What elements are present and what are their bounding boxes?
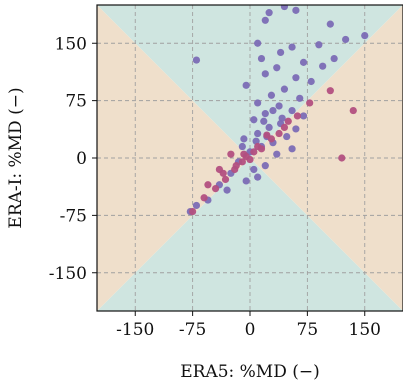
upper-wedge-region — [97, 5, 403, 158]
data-point — [288, 145, 296, 153]
data-point — [280, 123, 289, 131]
data-point — [227, 150, 235, 158]
data-point — [275, 102, 283, 110]
data-point — [299, 58, 308, 66]
data-point — [284, 117, 292, 125]
x-axis-label: ERA5: %MD (−) — [180, 362, 320, 382]
x-tick-label: 75 — [297, 320, 319, 340]
data-point — [338, 154, 346, 162]
data-point — [223, 186, 231, 194]
data-point — [238, 142, 246, 151]
data-point — [280, 5, 289, 11]
data-point — [192, 201, 201, 210]
data-point — [283, 132, 291, 141]
data-point — [242, 81, 250, 89]
data-point — [261, 70, 269, 78]
data-point — [269, 106, 277, 115]
data-point — [250, 148, 258, 156]
data-point — [278, 114, 286, 122]
data-point — [288, 43, 296, 51]
data-point — [292, 125, 300, 133]
data-point — [232, 162, 240, 170]
data-point — [292, 74, 300, 82]
data-point — [349, 106, 357, 115]
data-point — [257, 54, 266, 63]
data-point — [267, 91, 276, 99]
data-point — [254, 142, 262, 151]
data-point — [273, 64, 281, 72]
y-tick-label: -150 — [49, 264, 87, 284]
data-point — [240, 150, 248, 158]
data-point — [192, 56, 201, 64]
data-point — [326, 20, 334, 28]
data-point — [275, 129, 283, 138]
data-point — [246, 155, 254, 164]
background-regions — [97, 5, 403, 311]
data-point — [306, 99, 314, 107]
data-point — [307, 77, 315, 86]
data-point — [319, 62, 327, 70]
data-point — [361, 31, 369, 40]
data-point — [250, 165, 258, 174]
data-point — [263, 131, 271, 139]
data-point — [265, 123, 273, 131]
data-point — [261, 162, 269, 170]
data-point — [288, 106, 296, 115]
data-point — [211, 185, 220, 193]
data-point — [273, 150, 281, 158]
y-axis-label: ERA-I: %MD (−) — [6, 87, 26, 228]
y-tick-label: 150 — [55, 34, 87, 54]
left-wedge-region — [97, 5, 250, 311]
data-point — [215, 165, 223, 174]
data-point — [260, 117, 268, 125]
x-tick-label: -150 — [116, 320, 154, 340]
data-point — [293, 112, 302, 120]
data-point — [315, 41, 323, 49]
data-point — [254, 39, 262, 47]
data-point — [242, 177, 250, 185]
data-point — [254, 173, 262, 181]
data-point — [342, 35, 350, 44]
data-point — [204, 181, 212, 189]
data-point — [240, 135, 248, 143]
x-tick-label: 0 — [245, 320, 256, 340]
data-point — [221, 175, 230, 184]
data-point — [299, 112, 308, 120]
x-tick-label: -75 — [179, 320, 206, 340]
data-point — [277, 48, 285, 57]
right-wedge-region — [250, 5, 403, 311]
data-point — [250, 116, 258, 124]
data-point — [280, 85, 289, 93]
data-point — [238, 158, 246, 166]
data-point — [296, 94, 304, 102]
data-point — [254, 129, 262, 138]
data-point — [261, 16, 269, 24]
data-point — [254, 99, 262, 107]
grid-lines — [97, 5, 403, 311]
y-tick-label: 75 — [65, 92, 87, 112]
axis-ticks: -150 -75 0 75 150 150 75 0 -75 -150 — [49, 34, 381, 340]
lower-wedge-region — [97, 158, 403, 311]
y-tick-label: 0 — [76, 149, 87, 169]
data-point — [292, 6, 300, 14]
data-point — [200, 194, 208, 202]
x-tick-label: 150 — [349, 320, 381, 340]
data-point — [189, 207, 197, 216]
data-point — [326, 87, 334, 95]
data-points — [186, 5, 369, 216]
y-tick-label: -75 — [60, 206, 87, 226]
data-point — [330, 54, 338, 63]
data-point — [261, 110, 269, 118]
data-point — [265, 9, 273, 17]
